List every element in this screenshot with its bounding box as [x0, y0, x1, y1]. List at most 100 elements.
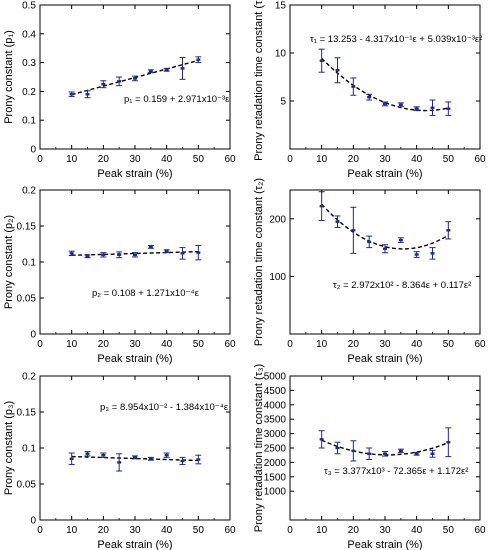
x-tick-label: 50 — [193, 154, 205, 165]
x-tick-label: 10 — [66, 525, 78, 536]
y-tick-label: 2000 — [264, 458, 287, 469]
fit-curve — [71, 455, 199, 462]
x-tick-label: 20 — [348, 525, 360, 536]
x-tick-label: 20 — [348, 339, 360, 350]
y-tick-label: 0.05 — [17, 294, 37, 305]
y-tick-label: 15 — [275, 1, 287, 12]
data-point — [398, 238, 403, 242]
data-point — [351, 449, 356, 453]
fit-equation: p₂ = 0.108 + 1.271x10⁻⁴ε — [92, 288, 200, 299]
y-tick-label: 1500 — [264, 472, 287, 483]
chart-panel-3: 0 10 20 30 40 50 60 0 0.05 0.1 0.15 0.2 Peak strain … — [3, 186, 236, 366]
x-tick-label: 50 — [443, 525, 455, 536]
x-tick-label: 60 — [224, 339, 236, 350]
x-tick-label: 0 — [287, 525, 293, 536]
data-point — [414, 107, 419, 110]
y-tick-label: 2500 — [264, 444, 287, 455]
x-tick-label: 0 — [287, 339, 293, 350]
data-point — [367, 240, 372, 244]
x-tick-label: 60 — [224, 525, 236, 536]
data-point — [101, 454, 106, 457]
x-tick-label: 60 — [474, 154, 486, 165]
data-point — [335, 220, 340, 223]
x-tick-label: 40 — [161, 525, 173, 536]
fit-equation: τ₁ = 13.253 - 4.317x10⁻¹ε + 5.039x10⁻³ε² — [310, 34, 482, 45]
plot-frame — [289, 189, 481, 335]
data-point — [180, 459, 185, 463]
data-point — [85, 93, 90, 96]
x-tick-label: 20 — [98, 525, 110, 536]
data-point — [133, 456, 137, 459]
y-tick-label: 0.1 — [22, 444, 36, 455]
data-point — [383, 102, 387, 106]
data-point — [148, 457, 153, 460]
data-point — [164, 250, 169, 253]
x-tick-label: 0 — [37, 339, 43, 350]
x-tick-label: 10 — [316, 525, 328, 536]
x-tick-label: 60 — [474, 339, 486, 350]
fit-equation: τ₂ = 2.972x10² - 8.364ε + 0.117ε² — [333, 280, 471, 291]
data-point — [196, 58, 201, 61]
y-axis-label: Prony retadation time constant (τ₁) — [253, 0, 265, 161]
plot-frame — [39, 189, 231, 335]
x-tick-label: 20 — [348, 154, 360, 165]
x-tick-label: 10 — [66, 154, 78, 165]
y-tick-label: 0.2 — [22, 87, 36, 98]
y-tick-label: 4000 — [264, 400, 287, 411]
x-tick-label: 50 — [443, 154, 455, 165]
y-tick-label: 0.2 — [22, 372, 36, 383]
x-axis-label: Peak strain (%) — [347, 539, 422, 550]
data-point — [69, 252, 74, 255]
data-point — [133, 253, 137, 256]
x-tick-label: 40 — [161, 339, 173, 350]
x-tick-label: 40 — [411, 525, 423, 536]
data-point — [133, 77, 137, 80]
y-tick-label: 3500 — [264, 415, 287, 426]
data-point — [367, 95, 372, 99]
x-tick-label: 20 — [98, 154, 110, 165]
data-point — [319, 438, 324, 441]
x-tick-label: 30 — [129, 525, 141, 536]
data-point — [101, 253, 106, 256]
y-tick-label: 5000 — [264, 372, 287, 383]
x-axis-label: Peak strain (%) — [97, 168, 172, 180]
x-axis-label: Peak strain (%) — [97, 539, 172, 550]
data-point — [196, 251, 201, 254]
data-point — [351, 85, 356, 88]
chart-panel-4: 0 10 20 30 40 50 60 100 200 Peak strain (%) Prony … — [253, 178, 486, 365]
x-tick-label: 40 — [411, 339, 423, 350]
y-axis-label: Prony constant (p₂) — [3, 215, 15, 309]
y-tick-label: 0 — [30, 516, 36, 527]
data-point — [180, 67, 185, 70]
data-point — [69, 93, 74, 96]
data-point — [319, 204, 324, 208]
fit-equation: p₃ = 8.954x10⁻² - 1.384x10⁻⁴ε — [100, 402, 229, 413]
y-tick-label: 0 — [30, 330, 36, 341]
y-tick-label: 0.05 — [17, 480, 37, 491]
x-tick-label: 30 — [129, 339, 141, 350]
x-tick-label: 30 — [379, 525, 391, 536]
y-tick-label: 1000 — [264, 487, 287, 498]
data-point — [414, 253, 419, 256]
y-axis-label: Prony constant (p₃) — [3, 401, 15, 495]
data-point — [319, 59, 324, 62]
x-tick-label: 0 — [287, 154, 293, 165]
data-point — [446, 441, 451, 444]
plot-frame — [289, 4, 481, 150]
fit-curve — [71, 250, 199, 257]
data-point — [180, 252, 185, 255]
x-tick-label: 10 — [66, 339, 78, 350]
x-tick-label: 30 — [379, 154, 391, 165]
chart-panel-2: 0 10 20 30 40 50 60 5 10 15 Peak strain (%) Prony r… — [253, 0, 486, 180]
data-point — [117, 80, 122, 83]
x-axis-label: Peak strain (%) — [347, 353, 422, 365]
data-point — [414, 452, 419, 455]
data-point — [351, 229, 356, 232]
y-tick-label: 0.1 — [22, 258, 36, 269]
data-point — [335, 446, 340, 450]
y-tick-label: 0.4 — [22, 29, 36, 40]
x-tick-label: 60 — [224, 154, 236, 165]
chart-panel-6: 0 10 20 30 40 50 60 1000 1500 2000 2500 3000 3500 400… — [253, 364, 486, 550]
data-point — [398, 449, 403, 453]
